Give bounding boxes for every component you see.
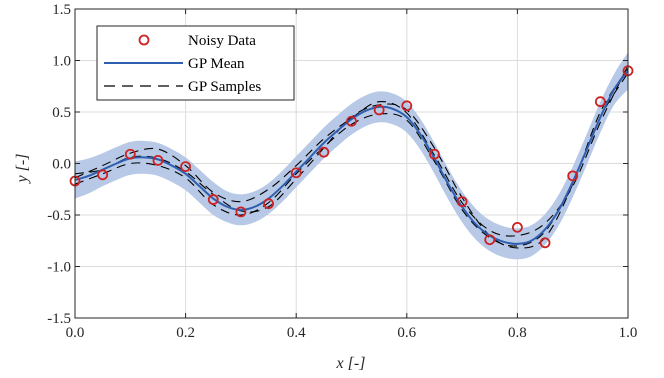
- x-tick-label-0: 0.0: [66, 325, 85, 341]
- noisy-data-point-15: [484, 234, 496, 246]
- noisy-data-point-9: [318, 146, 330, 158]
- noisy-data-point-14: [456, 196, 468, 208]
- noisy-data-point-16: [512, 221, 523, 233]
- confidence-band: [75, 52, 628, 260]
- y-tick-label-4: 0.5: [52, 105, 71, 121]
- gp-sample-line-0: [74, 65, 629, 237]
- noisy-data-point-1: [97, 169, 109, 181]
- noisy-data-point-2: [124, 148, 136, 160]
- gp-mean-layer: [74, 70, 629, 245]
- noisy-data-point-8: [290, 167, 302, 179]
- x-tick-label-5: 1.0: [619, 325, 638, 341]
- y-tick-label-3: 0.0: [52, 157, 71, 173]
- y-axis-label: y [-]: [14, 154, 31, 185]
- noisy-data-point-7: [263, 198, 274, 210]
- y-tick-label-5: 1.0: [52, 54, 71, 70]
- noisy-data-point-13: [429, 148, 440, 160]
- noisy-data-point-12: [401, 100, 413, 112]
- y-tick-label-2: -0.5: [47, 208, 71, 224]
- confidence-band-layer: [75, 52, 628, 260]
- x-tick-label-3: 0.6: [397, 325, 416, 341]
- noisy-data-point-4: [180, 161, 192, 172]
- noisy-data-point-17: [539, 237, 551, 249]
- noisy-data-point-18: [567, 170, 579, 182]
- noisy-data-point-6: [235, 206, 247, 218]
- x-tick-label-1: 0.2: [176, 325, 195, 341]
- legend-label-samples: GP Samples: [188, 79, 261, 95]
- noisy-data-point-19: [594, 96, 606, 108]
- noisy-data-point-3: [152, 155, 164, 166]
- noisy-data-point-5: [207, 194, 219, 205]
- x-tick-label-2: 0.4: [287, 325, 306, 341]
- noisy-data-point-11: [373, 104, 385, 116]
- y-tick-labels: -1.5 -1.0 -0.5 0.0 0.5 1.0 1.5: [47, 2, 71, 327]
- legend: Noisy Data GP Mean GP Samples: [96, 25, 295, 101]
- legend-label-mean: GP Mean: [188, 56, 245, 72]
- noisy-data-point-10: [346, 115, 357, 127]
- y-tick-label-0: -1.5: [47, 311, 71, 327]
- legend-marker-noisy: [138, 34, 150, 46]
- y-tick-label-6: 1.5: [52, 2, 71, 18]
- x-axis-label: x [-]: [336, 355, 366, 372]
- axes-frame: [74, 8, 629, 319]
- gp-sample-line-1: [74, 72, 629, 247]
- legend-label-noisy: Noisy Data: [188, 33, 256, 49]
- x-tick-label-4: 0.8: [508, 325, 527, 341]
- gp-mean-line: [74, 70, 629, 245]
- y-tick-label-1: -1.0: [47, 260, 71, 276]
- x-tick-labels: 0.0 0.2 0.4 0.6 0.8 1.0: [66, 325, 638, 341]
